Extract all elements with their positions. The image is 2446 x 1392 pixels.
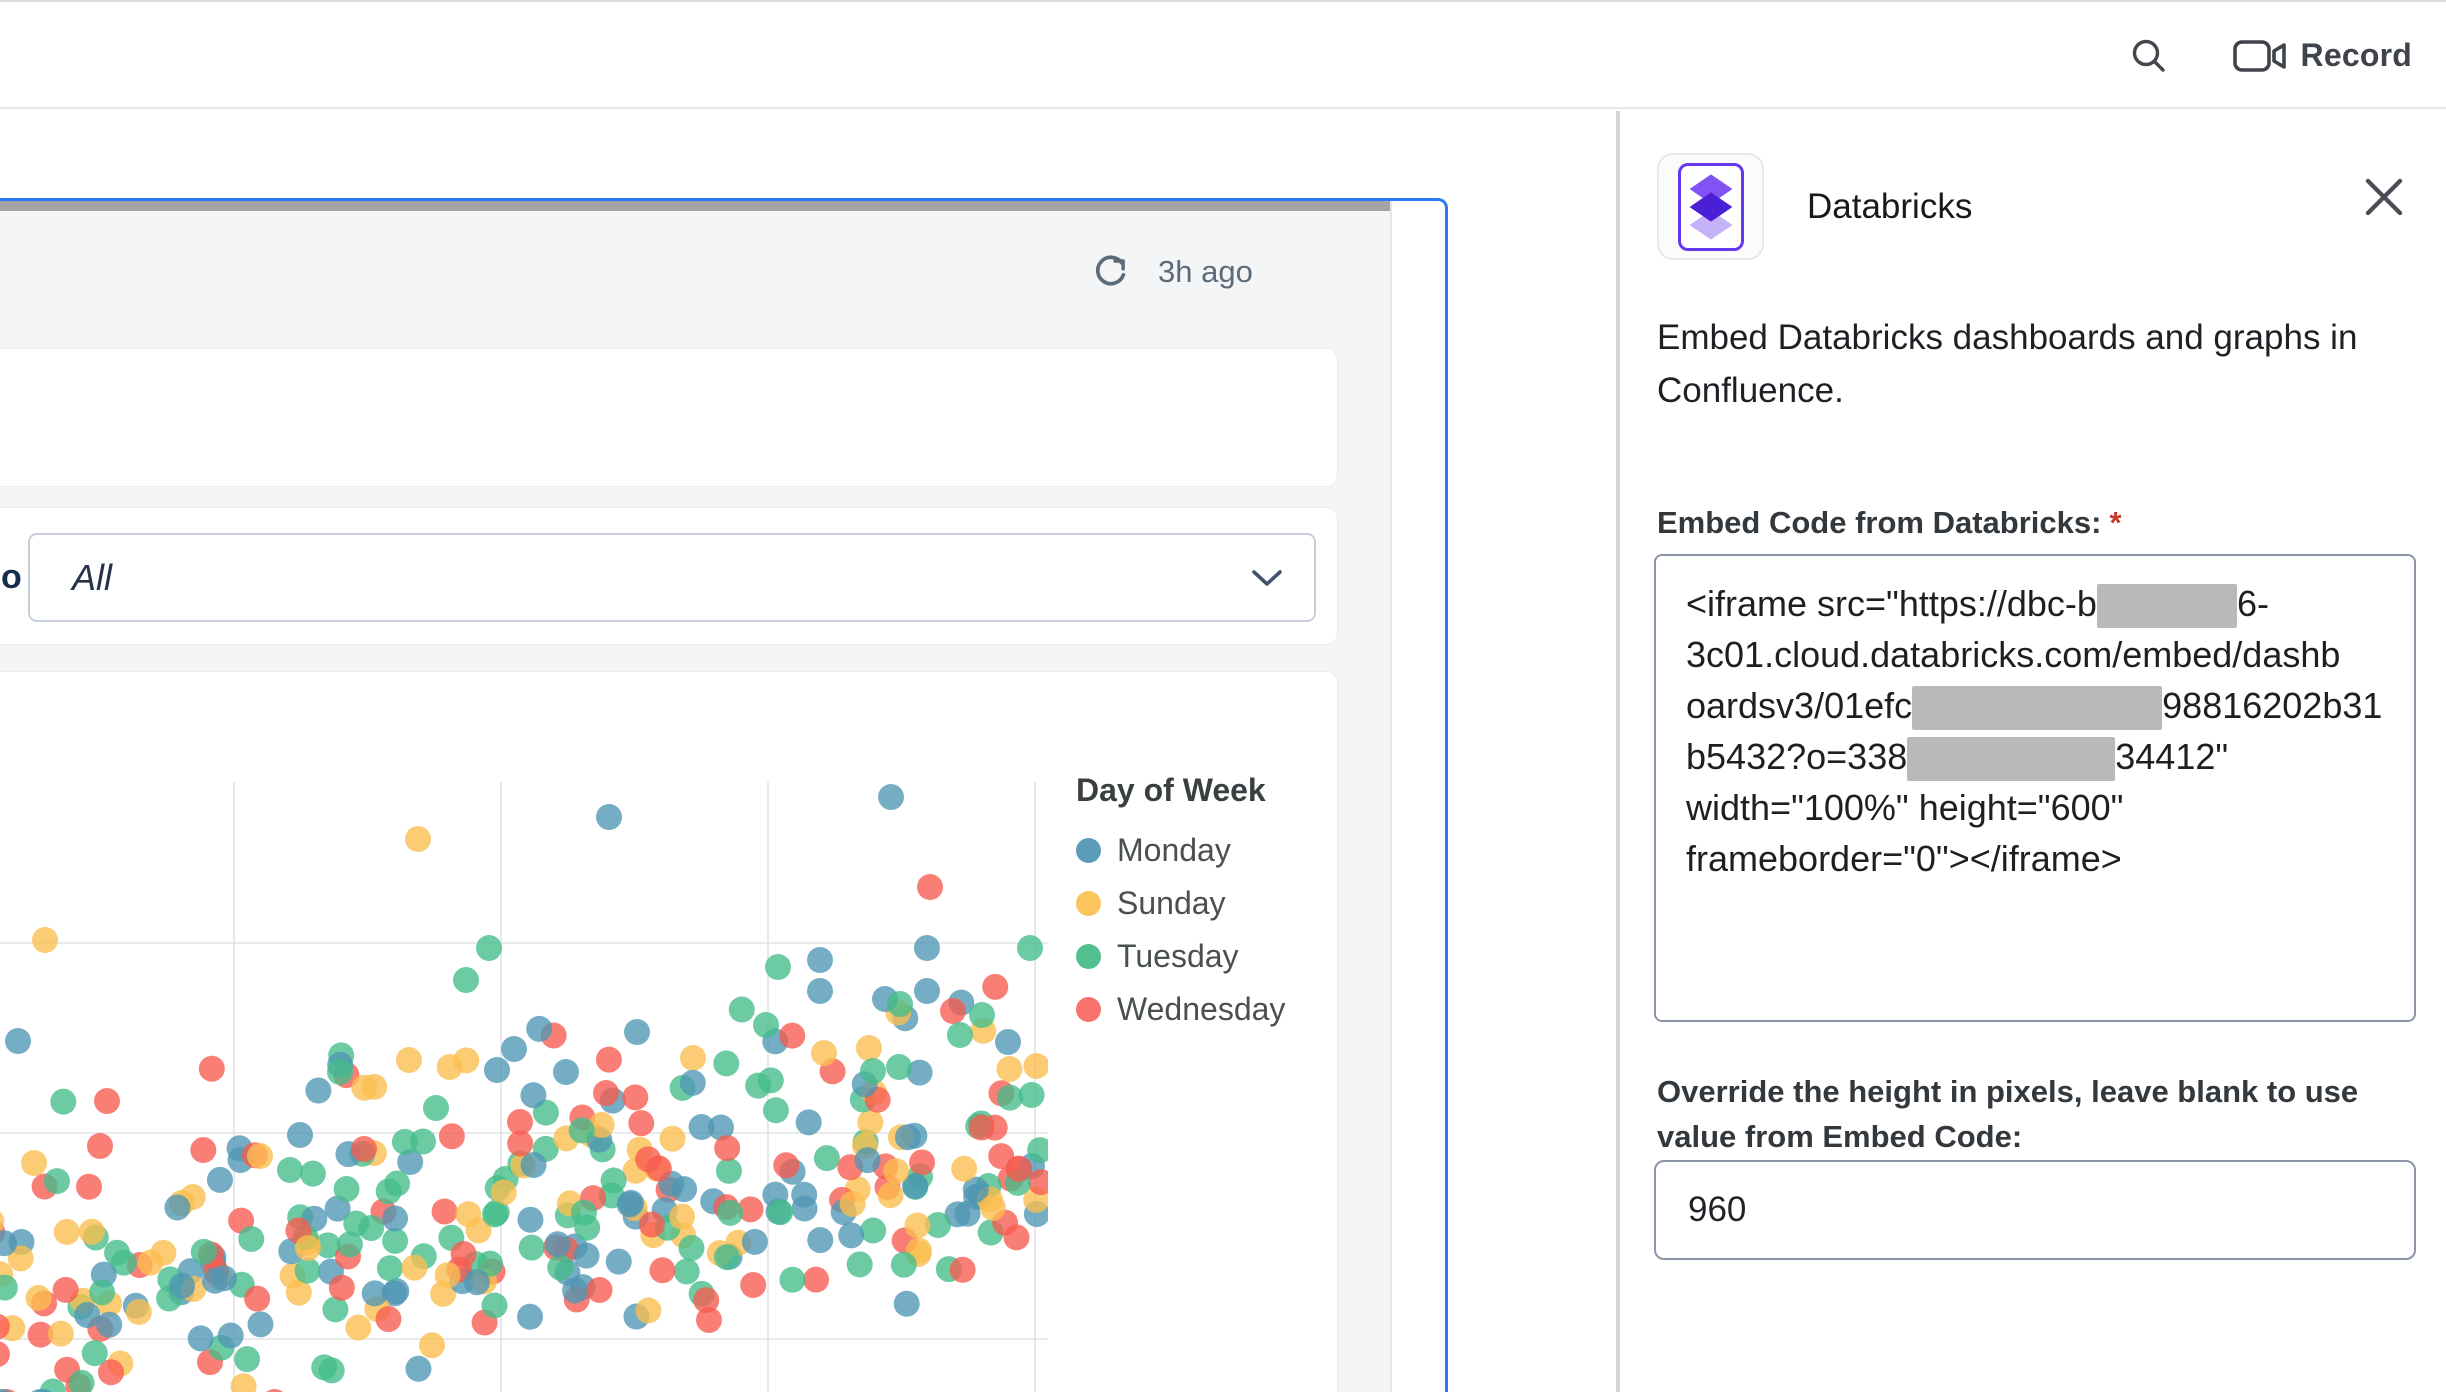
- legend-item-tuesday[interactable]: Tuesday: [1076, 930, 1285, 983]
- databricks-logo-icon: [1677, 162, 1744, 251]
- legend-label-sunday: Sunday: [1117, 885, 1226, 921]
- legend-label-monday: Monday: [1117, 832, 1231, 868]
- embed-code-label: Embed Code from Databricks: *: [1657, 505, 2122, 541]
- height-override-input[interactable]: 960: [1654, 1160, 2416, 1260]
- filter-label-fragment: o: [1, 557, 22, 596]
- required-asterisk: *: [2109, 505, 2122, 540]
- embed-code-label-text: Embed Code from Databricks:: [1657, 505, 2102, 540]
- legend-dot-monday: [1076, 838, 1101, 863]
- refresh-icon[interactable]: [1090, 251, 1132, 293]
- embed-code-line: width="100%" height="600": [1686, 787, 2124, 828]
- legend-item-wednesday[interactable]: Wednesday: [1076, 983, 1285, 1036]
- legend-item-sunday[interactable]: Sunday: [1076, 877, 1285, 930]
- panel-divider[interactable]: [1616, 111, 1620, 1392]
- embed-code-line: oardsv3/01efc 98816202b31: [1686, 680, 2384, 731]
- redacted-text-block: [1907, 737, 2116, 782]
- filter-select[interactable]: All: [28, 533, 1316, 622]
- chevron-down-icon: [1250, 567, 1284, 589]
- chart-legend: Day of Week Monday Sunday Tuesday Wednes…: [1076, 772, 1285, 1036]
- search-icon: [2132, 39, 2165, 72]
- filter-select-value: All: [72, 556, 113, 598]
- top-bar: Record: [0, 0, 2446, 109]
- legend-dot-sunday: [1076, 891, 1101, 916]
- search-button[interactable]: [2129, 36, 2169, 76]
- record-button[interactable]: Record: [2232, 36, 2412, 76]
- embed-code-textarea[interactable]: <iframe src="https://dbc-b 6- 3c01.cloud.d…: [1654, 554, 2416, 1022]
- close-icon: [2365, 178, 2403, 216]
- redacted-text-block: [1912, 686, 2163, 731]
- legend-item-monday[interactable]: Monday: [1076, 824, 1285, 877]
- video-camera-icon: [2232, 39, 2286, 72]
- embed-code-line: frameborder="0"></iframe>: [1686, 838, 2122, 879]
- embed-top-edge: [0, 201, 1390, 211]
- databricks-config-panel: Databricks Embed Databricks dashboards a…: [1620, 111, 2446, 1392]
- databricks-embed-preview[interactable]: 3h ago o All Day of Week Monday Sunday T…: [0, 201, 1392, 1392]
- dashboard-header-card: [0, 348, 1338, 487]
- databricks-app-tile: [1657, 153, 1764, 260]
- redacted-text-block: [2096, 584, 2237, 629]
- panel-title: Databricks: [1807, 187, 1973, 226]
- height-override-value: 960: [1688, 1190, 1747, 1229]
- panel-description: Embed Databricks dashboards and graphs i…: [1657, 318, 2358, 410]
- record-button-label: Record: [2300, 37, 2412, 73]
- dashboard-filter-card: o All: [0, 507, 1338, 645]
- last-refreshed-text: 3h ago: [1158, 254, 1253, 289]
- legend-dot-wednesday: [1076, 997, 1101, 1022]
- scatter-plot[interactable]: [0, 759, 1048, 1392]
- override-height-label: Override the height in pixels, leave bla…: [1657, 1074, 2359, 1154]
- embed-code-line: 3c01.cloud.databricks.com/embed/dashb: [1686, 634, 2341, 675]
- close-panel-button[interactable]: [2358, 171, 2410, 223]
- legend-dot-tuesday: [1076, 944, 1101, 969]
- legend-label-tuesday: Tuesday: [1117, 938, 1239, 974]
- embed-code-line: <iframe src="https://dbc-b 6-: [1686, 578, 2384, 629]
- legend-label-wednesday: Wednesday: [1117, 991, 1286, 1027]
- legend-title: Day of Week: [1076, 772, 1266, 808]
- embed-code-line: b5432?o=338 34412": [1686, 731, 2384, 782]
- dashboard-refresh-row: 3h ago: [1090, 249, 1253, 295]
- top-bar-actions: Record: [2129, 2, 2412, 109]
